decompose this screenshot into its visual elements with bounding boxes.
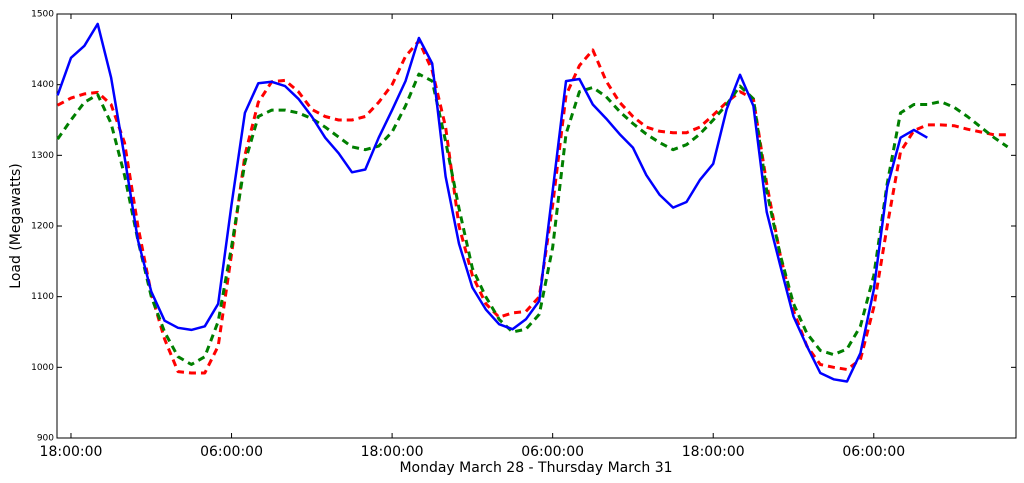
- solid-line: [56, 22, 928, 383]
- plot-frame: [56, 13, 1017, 439]
- y-tick-label: 1000: [31, 363, 54, 373]
- y-tick-label: 1300: [31, 151, 54, 161]
- y-tick-label: 1400: [31, 80, 54, 90]
- y-axis-label: Load (Megawatts): [8, 163, 24, 288]
- y-tick-label: 1500: [31, 10, 54, 20]
- x-tick-label: 06:00:00: [521, 444, 584, 460]
- y-tick-label: 1100: [31, 292, 54, 302]
- x-tick-label: 18:00:00: [682, 444, 745, 460]
- x-tick-label: 06:00:00: [200, 444, 263, 460]
- x-tick-label: 18:00:00: [361, 444, 424, 460]
- dashed-line: [56, 72, 1009, 366]
- x-tick-label: 06:00:00: [842, 444, 905, 460]
- dashed-line: [56, 39, 1008, 375]
- x-tick-label: 18:00:00: [40, 444, 103, 460]
- y-tick-label: 1200: [31, 222, 54, 232]
- x-axis-label: Monday March 28 - Thursday March 31: [399, 460, 672, 476]
- y-tick-label: 900: [37, 434, 54, 444]
